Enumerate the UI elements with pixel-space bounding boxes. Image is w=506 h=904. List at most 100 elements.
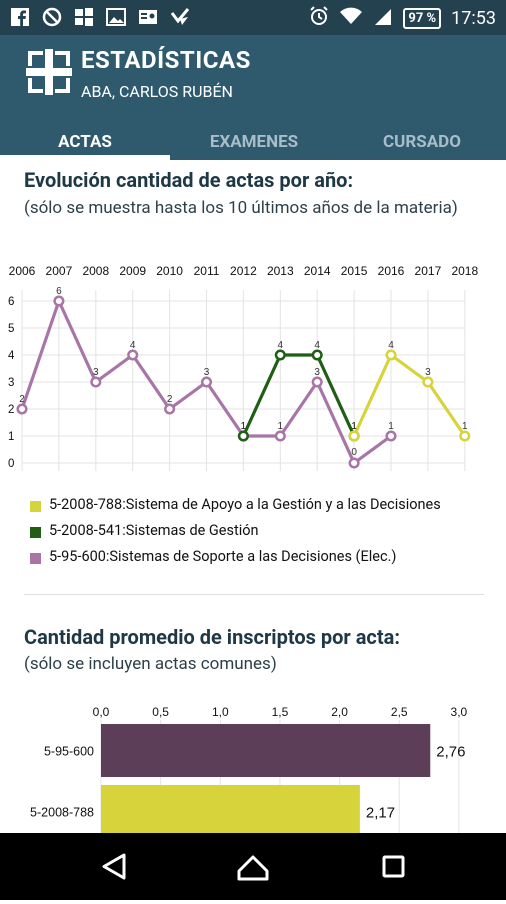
data-point bbox=[385, 430, 397, 442]
data-point bbox=[311, 376, 323, 388]
no-disturb-icon bbox=[42, 7, 62, 27]
legend-label: 5-95-600:Sistemas de Soporte a las Decis… bbox=[49, 548, 397, 565]
page-title: ESTADÍSTICAS bbox=[81, 46, 251, 74]
tab-cursado[interactable]: CURSADO bbox=[383, 132, 461, 152]
facebook-icon bbox=[10, 7, 30, 27]
y-tick-label: 6 bbox=[8, 296, 14, 308]
actas-line-chart: 2006 2007 2008 2009 2010 2011 2012 2013 2014 2015… bbox=[8, 264, 478, 471]
home-icon bbox=[237, 855, 269, 881]
status-bar: 97 % 17:53 bbox=[0, 0, 506, 35]
x-tick-label: 2018 bbox=[451, 264, 478, 278]
data-point bbox=[348, 430, 360, 442]
x-tick-label: 2,5 bbox=[391, 705, 408, 719]
x-tick-label: 2008 bbox=[82, 264, 109, 278]
data-label: 1 bbox=[241, 421, 247, 432]
data-label: 1 bbox=[388, 421, 394, 432]
data-label: 3 bbox=[314, 367, 320, 378]
active-tab-indicator bbox=[0, 155, 170, 160]
legend-swatch bbox=[30, 501, 41, 512]
system-status: 97 % 17:53 bbox=[309, 6, 496, 31]
x-tick-label: 1,0 bbox=[212, 705, 229, 719]
inscriptos-bar-chart: 0,0 0,5 1,0 1,5 2,0 2,5 3,0 5-95-600 2,76 5-2008-… bbox=[30, 705, 468, 833]
y-tick-label: 3 bbox=[8, 377, 14, 389]
legend-swatch bbox=[30, 527, 41, 538]
x-tick-label: 2015 bbox=[341, 264, 368, 278]
x-tick-label: 2011 bbox=[194, 264, 220, 278]
data-point bbox=[459, 430, 471, 442]
tab-actas[interactable]: ACTAS bbox=[58, 132, 112, 152]
data-point bbox=[127, 349, 139, 361]
legend-swatch bbox=[30, 553, 41, 564]
x-tick-label: 2007 bbox=[46, 264, 73, 278]
check-mark-icon bbox=[170, 7, 190, 27]
home-button[interactable] bbox=[223, 833, 283, 900]
data-label: 0 bbox=[351, 447, 357, 458]
notification-icons bbox=[10, 7, 190, 27]
data-label: 1 bbox=[351, 421, 357, 432]
image-icon bbox=[106, 7, 126, 27]
legend-label: 5-2008-541:Sistemas de Gestión bbox=[49, 522, 259, 539]
data-point bbox=[311, 349, 323, 361]
data-point bbox=[385, 349, 397, 361]
x-tick-label: 2009 bbox=[119, 264, 146, 278]
x-tick-label: 2,0 bbox=[331, 705, 348, 719]
battery-indicator: 97 % bbox=[403, 8, 442, 29]
data-label: 3 bbox=[93, 367, 99, 378]
x-tick-label: 2017 bbox=[415, 264, 442, 278]
data-label: 1 bbox=[351, 421, 357, 432]
y-tick-label: 0 bbox=[8, 458, 14, 470]
x-tick-label: 2013 bbox=[267, 264, 294, 278]
legend-item: 5-95-600:Sistemas de Soporte a las Decis… bbox=[30, 546, 486, 572]
data-label: 4 bbox=[130, 340, 136, 351]
y-tick-label: 2 bbox=[8, 404, 14, 416]
data-point bbox=[164, 403, 176, 415]
tab-bar: ACTAS EXAMENES CURSADO bbox=[0, 113, 506, 160]
x-tick-label: 2006 bbox=[9, 264, 36, 278]
series-line bbox=[352, 353, 467, 437]
data-point bbox=[90, 376, 102, 388]
recents-button[interactable] bbox=[363, 833, 423, 900]
contact-card-icon bbox=[138, 7, 158, 27]
system-nav-bar bbox=[0, 833, 506, 900]
clock: 17:53 bbox=[451, 8, 496, 29]
data-label: 2 bbox=[19, 394, 25, 405]
x-tick-label: 0,5 bbox=[152, 705, 169, 719]
data-point bbox=[422, 376, 434, 388]
alarm-icon bbox=[309, 6, 329, 31]
utn-logo-icon bbox=[26, 49, 72, 95]
series-line bbox=[241, 353, 356, 437]
data-point bbox=[237, 430, 249, 442]
x-tick-label: 2010 bbox=[156, 264, 183, 278]
value-label: 2,76 bbox=[436, 744, 465, 761]
back-icon bbox=[102, 853, 126, 880]
legend-label: 5-2008-788:Sistema de Apoyo a la Gestión… bbox=[49, 496, 441, 513]
y-tick-label: 4 bbox=[8, 350, 15, 362]
bar-chart-note: (sólo se incluyen actas comunes) bbox=[24, 654, 277, 674]
line-chart-legend: 5-2008-788:Sistema de Apoyo a la Gestión… bbox=[30, 494, 486, 572]
category-label: 5-2008-788 bbox=[30, 806, 94, 820]
data-label: 3 bbox=[204, 367, 210, 378]
data-point bbox=[200, 376, 213, 388]
data-label: 1 bbox=[462, 421, 468, 432]
wifi-icon bbox=[339, 6, 363, 31]
recents-icon bbox=[382, 855, 405, 878]
bar bbox=[101, 785, 360, 833]
x-tick-label: 3,0 bbox=[451, 705, 468, 719]
value-label: 2,17 bbox=[366, 805, 395, 822]
data-label: 1 bbox=[278, 421, 284, 432]
windows-icon bbox=[74, 7, 94, 27]
y-tick-label: 1 bbox=[8, 431, 14, 443]
data-label: 3 bbox=[425, 367, 431, 378]
bar-chart-title: Cantidad promedio de inscriptos por acta… bbox=[24, 625, 400, 649]
data-point bbox=[274, 349, 286, 361]
line-chart-title: Evolución cantidad de actas por año: bbox=[24, 168, 354, 192]
y-tick-label: 5 bbox=[8, 323, 14, 335]
x-tick-label: 2012 bbox=[230, 264, 257, 278]
tab-examenes[interactable]: EXAMENES bbox=[209, 132, 299, 152]
data-label: 2 bbox=[167, 394, 173, 405]
signal-icon bbox=[373, 6, 393, 31]
back-button[interactable] bbox=[84, 833, 144, 900]
app-bar: ESTADÍSTICAS ABA, CARLOS RUBÉN bbox=[0, 35, 506, 113]
data-label: 4 bbox=[314, 340, 320, 351]
x-tick-label: 0,0 bbox=[93, 705, 110, 719]
